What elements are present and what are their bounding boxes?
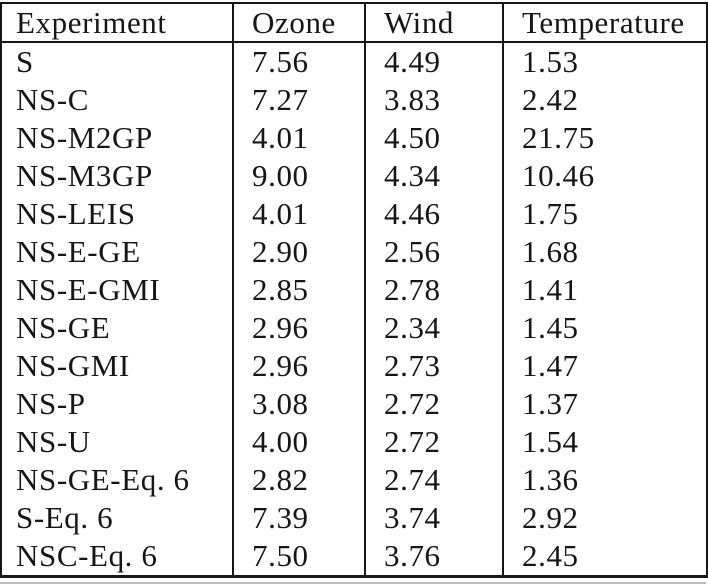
table-row: NS-GE-Eq. 6 2.82 2.74 1.36: [1, 461, 707, 499]
row-label-cell: NS-C: [16, 82, 90, 117]
table-row: NS-GMI 2.96 2.73 1.47: [1, 347, 707, 385]
row-label-cell: S: [16, 44, 34, 79]
table-row: NS-C 7.27 3.83 2.42: [1, 81, 707, 119]
row-label-cell: NS-M3GP: [16, 158, 153, 193]
table-row: S-Eq. 6 7.39 3.74 2.92: [1, 499, 707, 537]
value-cell: 4.01: [232, 195, 365, 233]
value-cell: 7.50: [232, 537, 365, 577]
value-cell: 3.74: [364, 499, 503, 537]
value-cell: 3.08: [232, 385, 365, 423]
value-cell: 2.78: [364, 271, 503, 309]
value-cell: 1.75: [502, 195, 707, 233]
row-label-cell: NS-M2GP: [16, 120, 153, 155]
value-cell: 4.46: [364, 195, 503, 233]
value-cell: 2.73: [364, 347, 503, 385]
table-row: NS-P 3.08 2.72 1.37: [1, 385, 707, 423]
value-cell: 1.47: [502, 347, 707, 385]
value-cell: 1.54: [502, 423, 707, 461]
table-row: NS-E-GMI 2.85 2.78 1.41: [1, 271, 707, 309]
header-row: Experiment Ozone Wind Temperature: [1, 3, 707, 43]
value-cell: 7.27: [232, 81, 365, 119]
row-label-cell: NS-GE-Eq. 6: [16, 462, 190, 497]
table-header: Experiment Ozone Wind Temperature: [1, 3, 707, 43]
value-cell: 2.90: [232, 233, 365, 271]
table-row: NS-LEIS 4.01 4.46 1.75: [1, 195, 707, 233]
row-label-cell: NSC-Eq. 6: [16, 538, 158, 573]
row-label-cell: NS-LEIS: [16, 196, 136, 231]
value-cell: 4.00: [232, 423, 365, 461]
column-header-ozone: Ozone: [232, 3, 365, 43]
value-cell: 1.53: [502, 42, 707, 81]
value-cell: 4.50: [364, 119, 503, 157]
table-body: S 7.56 4.49 1.53 NS-C 7.27 3.83 2.42 NS-M2GP 4.01…: [1, 42, 707, 577]
value-cell: 2.85: [232, 271, 365, 309]
value-cell: 2.74: [364, 461, 503, 499]
value-cell: 2.45: [502, 537, 707, 577]
value-cell: 2.92: [502, 499, 707, 537]
value-cell: 3.83: [364, 81, 503, 119]
table-row: S 7.56 4.49 1.53: [1, 42, 707, 81]
value-cell: 4.34: [364, 157, 503, 195]
table-row: NS-GE 2.96 2.34 1.45: [1, 309, 707, 347]
row-label-cell: S-Eq. 6: [16, 500, 114, 535]
value-cell: 1.68: [502, 233, 707, 271]
table-row: NS-M3GP 9.00 4.34 10.46: [1, 157, 707, 195]
value-cell: 2.82: [232, 461, 365, 499]
value-cell: 2.34: [364, 309, 503, 347]
value-cell: 1.36: [502, 461, 707, 499]
value-cell: 2.96: [232, 309, 365, 347]
column-header-temperature: Temperature: [502, 3, 707, 43]
value-cell: 1.41: [502, 271, 707, 309]
value-cell: 3.76: [364, 537, 503, 577]
value-cell: 2.42: [502, 81, 707, 119]
row-label-cell: NS-GMI: [16, 348, 130, 383]
row-label-cell: NS-U: [16, 424, 91, 459]
value-cell: 21.75: [502, 119, 707, 157]
value-cell: 2.96: [232, 347, 365, 385]
column-header-experiment: Experiment: [1, 3, 233, 43]
value-cell: 10.46: [502, 157, 707, 195]
table-row: NS-U 4.00 2.72 1.54: [1, 423, 707, 461]
value-cell: 7.56: [232, 42, 365, 81]
row-label-cell: NS-E-GE: [16, 234, 141, 269]
value-cell: 1.45: [502, 309, 707, 347]
value-cell: 2.72: [364, 423, 503, 461]
table-row: NSC-Eq. 6 7.50 3.76 2.45: [1, 537, 707, 577]
table-row: NS-E-GE 2.90 2.56 1.68: [1, 233, 707, 271]
row-label-cell: NS-P: [16, 386, 86, 421]
value-cell: 4.49: [364, 42, 503, 81]
value-cell: 7.39: [232, 499, 365, 537]
value-cell: 4.01: [232, 119, 365, 157]
value-cell: 1.37: [502, 385, 707, 423]
row-label-cell: NS-GE: [16, 310, 111, 345]
value-cell: 9.00: [232, 157, 365, 195]
column-header-wind: Wind: [364, 3, 503, 43]
value-cell: 2.72: [364, 385, 503, 423]
row-label-cell: NS-E-GMI: [16, 272, 161, 307]
value-cell: 2.56: [364, 233, 503, 271]
table-row: NS-M2GP 4.01 4.50 21.75: [1, 119, 707, 157]
